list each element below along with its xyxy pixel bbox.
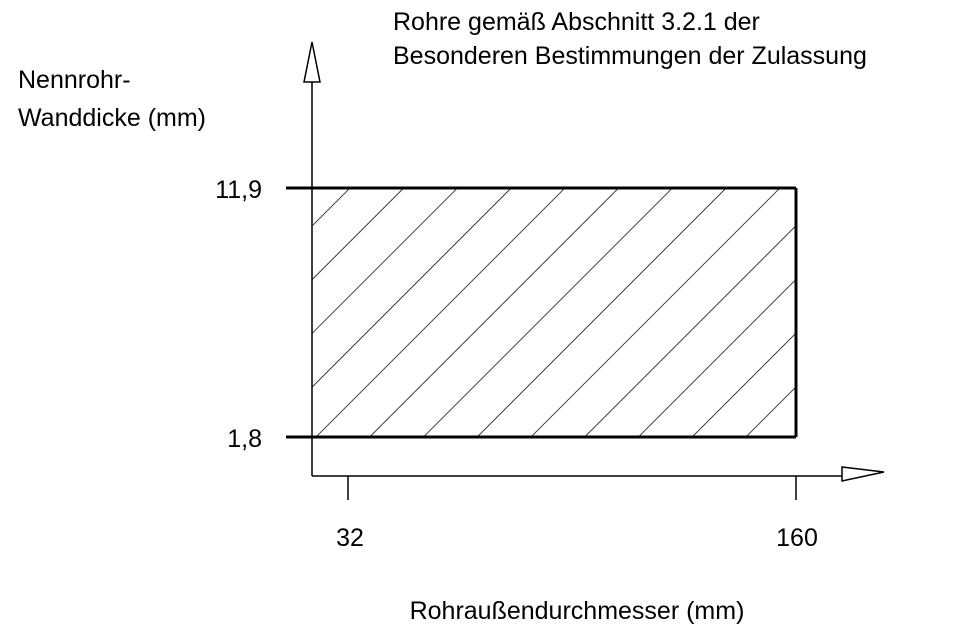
title-line: Besonderen Bestimmungen der Zulassung: [393, 42, 867, 70]
x-tick-label: 32: [336, 524, 364, 552]
y-arrow: [303, 41, 321, 83]
x-axis-label: Rohraußendurchmesser (mm): [410, 597, 745, 625]
y-axis-label: Wanddicke (mm): [18, 104, 206, 132]
hatched-region: [312, 188, 796, 437]
x-tick-label: 160: [776, 524, 818, 552]
title-line: Rohre gemäß Abschnitt 3.2.1 der: [393, 8, 760, 36]
x-arrow: [841, 466, 885, 482]
y-axis-label: Nennrohr-: [18, 66, 131, 94]
y-tick-label: 11,9: [215, 176, 262, 204]
y-tick-label: 1,8: [227, 425, 262, 453]
